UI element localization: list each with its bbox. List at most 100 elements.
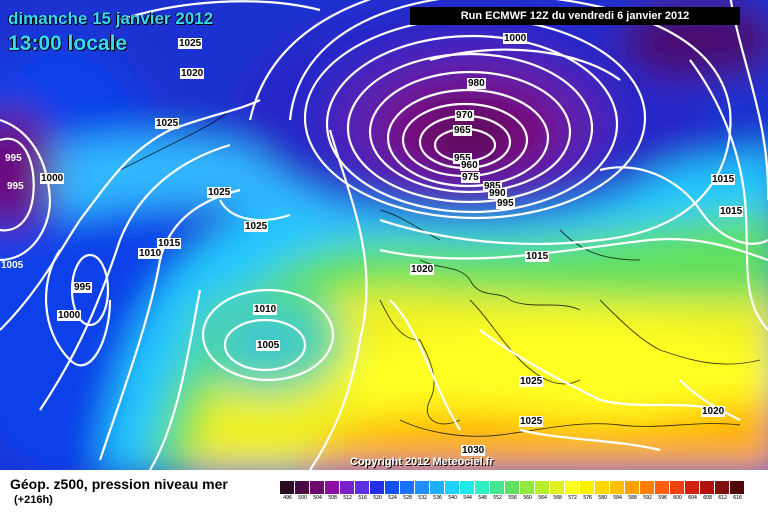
coastlines [119,109,761,437]
colour-swatch [280,481,295,494]
colour-swatch [475,481,490,494]
colour-scale-label: 564 [538,495,547,501]
colour-swatch [445,481,460,494]
isobar-label: 1030 [461,445,486,456]
map-panel: dimanche 15 janvier 2012 13:00 locale Ru… [0,0,768,470]
colour-scale-step: 592 [640,481,655,507]
isobar-label: 1025 [244,221,269,232]
colour-swatch [730,481,745,494]
colour-swatch [700,481,715,494]
colour-swatch [385,481,400,494]
colour-swatch [295,481,310,494]
colour-swatch [505,481,520,494]
colour-scale-label: 608 [703,495,712,501]
colour-scale-step: 496 [280,481,295,507]
colour-scale-label: 552 [493,495,502,501]
isobar-label: 975 [461,172,480,183]
colour-scale-label: 580 [598,495,607,501]
isobar-label: 995 [5,153,22,164]
colour-scale-label: 532 [418,495,427,501]
colour-swatch [400,481,415,494]
colour-swatch [625,481,640,494]
colour-swatch [520,481,535,494]
colour-scale-label: 516 [358,495,367,501]
colour-scale-step: 544 [460,481,475,507]
colour-scale-label: 548 [478,495,487,501]
colour-scale-step: 548 [475,481,490,507]
colour-scale-step: 500 [295,481,310,507]
colour-scale-label: 512 [343,495,352,501]
colour-scale-step: 600 [670,481,685,507]
isobar-label: 990 [488,188,507,199]
map-date-title: dimanche 15 janvier 2012 [8,9,214,28]
geopotential-map [0,0,768,470]
colour-scale-step: 580 [595,481,610,507]
colour-scale-label: 576 [583,495,592,501]
colour-scale-label: 520 [373,495,382,501]
isobar-label: 1015 [719,206,744,217]
colour-scale-step: 516 [355,481,370,507]
colour-swatch [550,481,565,494]
colour-swatch [685,481,700,494]
colour-swatch [670,481,685,494]
colour-swatch [415,481,430,494]
colour-scale-label: 508 [328,495,337,501]
colour-scale-step: 604 [685,481,700,507]
colour-swatch [565,481,580,494]
colour-scale-step: 556 [505,481,520,507]
isobar-label: 995 [73,282,92,293]
colour-swatch [580,481,595,494]
colour-swatch [640,481,655,494]
colour-swatch [355,481,370,494]
isobar-label: 995 [496,198,515,209]
colour-scale-label: 616 [733,495,742,501]
map-time-title: 13:00 locale [8,32,128,55]
isobar-label: 1025 [155,118,180,129]
colour-scale-step: 588 [625,481,640,507]
colour-scale-label: 496 [283,495,292,501]
colour-scale-step: 524 [385,481,400,507]
isobar-label: 1010 [138,248,163,259]
colour-swatch [370,481,385,494]
colour-scale-label: 584 [613,495,622,501]
colour-swatch [325,481,340,494]
colour-scale-step: 504 [310,481,325,507]
copyright-text: Copyright 2012 Meteociel.fr [350,456,494,468]
colour-swatch [460,481,475,494]
colour-scale-label: 572 [568,495,577,501]
isobar-label: 1025 [178,38,203,49]
colour-scale-step: 520 [370,481,385,507]
isobar-label: 1025 [207,187,232,198]
colour-scale-step: 560 [520,481,535,507]
colour-scale-label: 596 [658,495,667,501]
colour-swatch [535,481,550,494]
isobar-label: 1015 [157,238,182,249]
isobar-label: 1005 [1,260,24,271]
colour-scale-label: 556 [508,495,517,501]
colour-scale-step: 612 [715,481,730,507]
legend-title: Géop. z500, pression niveau mer [10,476,228,492]
colour-swatch [310,481,325,494]
isobar-label: 970 [455,110,474,121]
colour-scale-label: 612 [718,495,727,501]
colour-scale-step: 536 [430,481,445,507]
colour-scale-step: 596 [655,481,670,507]
colour-scale-step: 616 [730,481,745,507]
colour-swatch [340,481,355,494]
run-info-box: Run ECMWF 12Z du vendredi 6 janvier 2012 [410,7,740,25]
colour-scale-step: 512 [340,481,355,507]
colour-scale-label: 500 [298,495,307,501]
legend-footer: Géop. z500, pression niveau mer (+216h) … [0,470,768,512]
isobar-label: 960 [460,160,479,171]
colour-scale-step: 532 [415,481,430,507]
colour-scale-step: 552 [490,481,505,507]
isobar-label: 985 [483,181,502,192]
isobar-label: 1000 [40,173,65,184]
colour-scale-step: 568 [550,481,565,507]
colour-scale: 496 500 504 508 512 516 520 524 528 532 536 540 544 5… [280,481,745,507]
isobar-label: 1000 [503,33,528,44]
colour-scale-step: 572 [565,481,580,507]
colour-swatch [610,481,625,494]
isobar-label: 1000 [57,310,82,321]
colour-scale-label: 560 [523,495,532,501]
